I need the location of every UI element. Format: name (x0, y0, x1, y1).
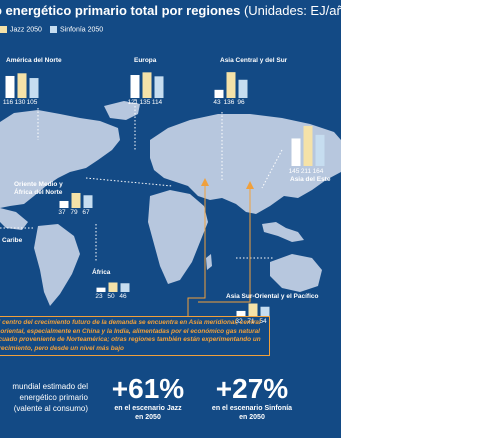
value-label: 71 (247, 318, 255, 325)
value-label: 37 (58, 209, 66, 216)
bar (291, 138, 301, 166)
region-label-europe: Europa (134, 57, 157, 64)
bar (5, 75, 15, 98)
world-map (0, 72, 341, 317)
bar (142, 72, 152, 98)
bar (71, 192, 81, 208)
leader-east-asia (261, 149, 283, 189)
value-label: 130 (14, 99, 26, 106)
values-east-asia: 145211164 (288, 168, 324, 175)
bar (260, 306, 270, 317)
bar (59, 200, 69, 208)
stat-jazz-value: +61% (111, 373, 185, 404)
stat-jazz-line1: en el escenario Jazz (114, 405, 182, 412)
callout-note: el centro del crecimiento futuro de la d… (0, 316, 270, 356)
land-uk (150, 144, 160, 158)
region-label-africa: África (92, 269, 111, 276)
bar (83, 195, 93, 208)
bar (130, 75, 140, 98)
land-south-america (34, 224, 80, 306)
value-label: 211 (300, 168, 312, 175)
values-central-asia: 43 136 96 (211, 99, 247, 106)
bar (303, 125, 313, 166)
value-label: 46 (119, 293, 127, 300)
land-sea-islands (262, 222, 304, 242)
value-label: 121 (127, 99, 139, 106)
region-label-east-asia: Asia del Este (290, 176, 331, 183)
legend-label-sinfonia: Sinfonía 2050 (60, 26, 104, 34)
chart-title: o energético primario total por regiones… (0, 3, 341, 18)
stat-jazz: +61% en el escenario Jazz en 2050 (100, 374, 196, 422)
legend-swatch-sinfonia (50, 26, 57, 33)
land-africa (148, 190, 208, 284)
value-label: 136 (223, 99, 235, 106)
stat-sinfonia: +27% en el escenario Sinfonía en 2050 (196, 374, 308, 422)
value-label: 114 (151, 99, 163, 106)
region-label-sea: Asia Sur-Oriental y el Pacífico (226, 293, 319, 300)
value-label: 96 (237, 99, 245, 106)
region-label-central-asia: Asia Central y del Sur (220, 57, 288, 64)
land-madagascar (206, 254, 212, 270)
bar (226, 72, 236, 98)
chart-panel: o energético primario total por regiones… (0, 0, 341, 438)
callout-arrow-b (246, 181, 254, 189)
legend-label-jazz: Jazz 2050 (10, 26, 42, 34)
bar (315, 134, 325, 166)
leader-mena (85, 177, 173, 187)
values-sea: 32 71 54 (233, 318, 269, 325)
callout-arrow-a (201, 178, 209, 186)
value-label: 67 (82, 209, 90, 216)
bar (248, 303, 258, 317)
values-mena: 37 79 67 (56, 209, 92, 216)
legend-item-jazz: Jazz 2050 (0, 26, 42, 33)
bar (120, 283, 130, 292)
value-label: 54 (259, 318, 267, 325)
land-central-america (0, 208, 28, 230)
callout-line-b (198, 186, 251, 303)
value-label: 50 (107, 293, 115, 300)
value-label: 43 (213, 99, 221, 106)
bar (29, 78, 39, 98)
land-australia (270, 254, 322, 292)
bar (238, 79, 248, 98)
legend-item-sinfonia: Sinfonía 2050 (50, 26, 103, 33)
stat-sinfonia-line2: en 2050 (239, 414, 265, 421)
bar (214, 89, 224, 98)
bar (108, 282, 118, 292)
callout-line-a (187, 183, 206, 316)
value-label: 164 (312, 168, 324, 175)
bar (96, 287, 106, 292)
stat-description: mundial estimado del energético primario… (12, 382, 88, 413)
land-north-america (0, 110, 120, 208)
value-label: 116 (2, 99, 14, 106)
value-label: 135 (139, 99, 151, 106)
region-label-caribe: Caribe (2, 237, 23, 244)
region-label-mena: Oriente Medio y África del Norte (14, 181, 63, 196)
bar (154, 76, 164, 98)
value-label: 105 (26, 99, 38, 106)
region-label-north-america: América del Norte (6, 57, 62, 64)
value-label: 79 (70, 209, 78, 216)
bar (17, 73, 27, 98)
value-label: 23 (95, 293, 103, 300)
land-greenland (104, 101, 140, 120)
legend-swatch-jazz (0, 26, 7, 33)
values-africa: 23 50 46 (93, 293, 129, 300)
value-label: 32 (235, 318, 243, 325)
bar (236, 310, 246, 317)
stat-sinfonia-value: +27% (215, 373, 289, 404)
stat-sinfonia-line1: en el escenario Sinfonía (211, 405, 293, 412)
stat-jazz-line2: en 2050 (135, 414, 161, 421)
values-north-america: 116130105 (2, 99, 38, 106)
value-label: 145 (288, 168, 300, 175)
values-europe: 121135114 (127, 99, 163, 106)
